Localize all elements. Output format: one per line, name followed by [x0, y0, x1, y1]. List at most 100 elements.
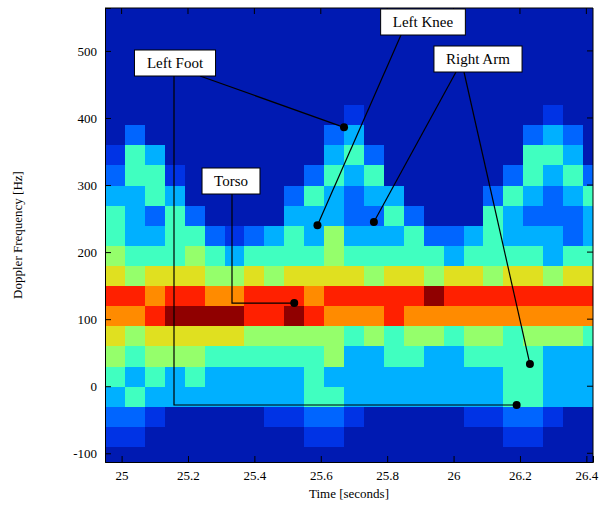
cell	[444, 245, 464, 266]
cell	[483, 286, 503, 307]
cell	[384, 426, 404, 447]
cell	[324, 426, 344, 447]
annotation-text: Left Foot	[147, 55, 204, 71]
cell	[125, 125, 145, 146]
cell	[543, 406, 563, 427]
cell	[225, 125, 245, 146]
tick-label: 25	[116, 468, 129, 483]
tick: -100	[73, 446, 111, 461]
cell	[244, 225, 264, 246]
cell	[225, 346, 245, 367]
labels: Left FootLeft KneeRight ArmTorso	[134, 9, 522, 194]
cell	[384, 286, 404, 307]
cell	[264, 426, 284, 447]
tick-mark	[105, 319, 111, 320]
cell	[125, 326, 145, 347]
cell	[483, 447, 503, 462]
cell	[583, 145, 593, 166]
tick: 25.2	[177, 456, 200, 483]
cell	[424, 185, 444, 206]
cell	[464, 245, 484, 266]
tick-mark	[586, 8, 587, 14]
cell	[344, 44, 364, 65]
cell	[225, 447, 245, 462]
cell	[424, 286, 444, 307]
cell	[503, 266, 523, 287]
cell	[205, 406, 225, 427]
cell	[284, 145, 304, 166]
cell	[503, 326, 523, 347]
cell	[264, 64, 284, 85]
cell	[304, 8, 324, 25]
cell	[563, 205, 583, 226]
cell	[483, 426, 503, 447]
cell	[165, 225, 185, 246]
cell	[304, 185, 324, 206]
cell	[324, 447, 344, 462]
tick-label: -100	[73, 446, 97, 461]
tick-label: 26.2	[509, 468, 532, 483]
cell	[145, 225, 165, 246]
cell	[225, 64, 245, 85]
tick-mark	[587, 117, 593, 118]
cell	[185, 447, 205, 462]
cell	[125, 165, 145, 186]
cell	[523, 266, 543, 287]
cell	[105, 125, 125, 146]
leader-line	[174, 76, 517, 405]
cell	[284, 306, 304, 327]
cell	[503, 24, 523, 45]
cell	[464, 306, 484, 327]
cell	[364, 346, 384, 367]
cell	[444, 266, 464, 287]
cell	[284, 225, 304, 246]
cell	[503, 406, 523, 427]
cell	[543, 286, 563, 307]
cell	[165, 205, 185, 226]
cell	[583, 165, 593, 186]
cell	[225, 44, 245, 65]
cell	[324, 105, 344, 126]
cell	[364, 386, 384, 407]
cell	[364, 306, 384, 327]
cell	[125, 386, 145, 407]
cell	[503, 225, 523, 246]
cell	[185, 125, 205, 146]
tick: 25.6	[310, 456, 333, 483]
cell	[424, 386, 444, 407]
cell	[165, 24, 185, 45]
cell	[523, 205, 543, 226]
cell	[444, 326, 464, 347]
cell	[404, 406, 424, 427]
cell	[165, 185, 185, 206]
cell	[483, 366, 503, 387]
axis-line	[106, 9, 112, 463]
cell	[125, 447, 145, 462]
leader-line	[232, 194, 294, 303]
cell	[165, 366, 185, 387]
cell	[225, 366, 245, 387]
cell	[264, 406, 284, 427]
cell	[145, 266, 165, 287]
cell	[324, 225, 344, 246]
cell	[364, 245, 384, 266]
cell	[483, 125, 503, 146]
cell	[105, 165, 125, 186]
cell	[483, 145, 503, 166]
cell	[125, 185, 145, 206]
cell	[404, 44, 424, 65]
cell	[563, 145, 583, 166]
cell	[205, 125, 225, 146]
cell	[324, 286, 344, 307]
cell	[483, 326, 503, 347]
cell	[464, 185, 484, 206]
cell	[563, 406, 583, 427]
cell	[583, 185, 593, 206]
cell	[304, 406, 324, 427]
annotation-text: Torso	[214, 173, 248, 189]
cell	[244, 245, 264, 266]
cell	[185, 366, 205, 387]
tick-label: 25.8	[376, 468, 399, 483]
cell	[384, 386, 404, 407]
cell	[444, 306, 464, 327]
